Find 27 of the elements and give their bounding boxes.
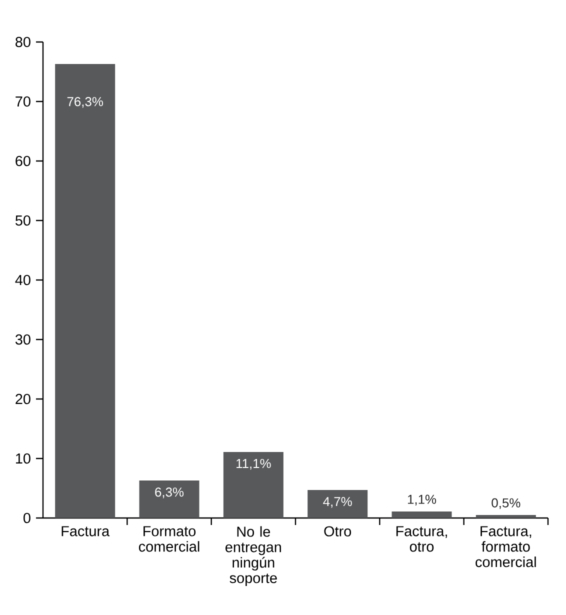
x-tick-label: Factura, formato comercial <box>476 526 536 568</box>
x-tick-label: Formato comercial <box>138 526 200 552</box>
bar <box>139 480 200 518</box>
y-tick-label: 40 <box>15 274 30 286</box>
y-tick-label: 30 <box>15 334 30 345</box>
y-tick-label: 80 <box>16 36 30 48</box>
y-tick-label: 0 <box>24 512 30 524</box>
data-label: 4,7% <box>323 497 352 508</box>
y-tick-label: 10 <box>16 453 30 464</box>
data-label: 11,1% <box>236 458 271 470</box>
y-tick-label: 70 <box>16 96 30 107</box>
data-label: 6,3% <box>155 488 184 498</box>
data-label: 1,1% <box>408 494 436 506</box>
data-label: 76,3% <box>67 97 103 108</box>
x-tick-label: No le entregan ningún soporte <box>226 526 281 586</box>
bar <box>55 64 116 518</box>
bar <box>223 452 284 518</box>
data-label: 0,5% <box>492 498 520 510</box>
y-tick-label: 20 <box>16 394 30 404</box>
y-tick-label: 60 <box>16 156 30 166</box>
x-tick-label: Otro <box>324 526 352 536</box>
y-tick-label: 50 <box>15 215 30 226</box>
x-tick-label: Factura, otro <box>396 526 447 552</box>
bar <box>308 490 368 518</box>
bar <box>392 511 452 518</box>
x-tick-label: Factura <box>62 526 110 536</box>
bar <box>476 515 536 518</box>
